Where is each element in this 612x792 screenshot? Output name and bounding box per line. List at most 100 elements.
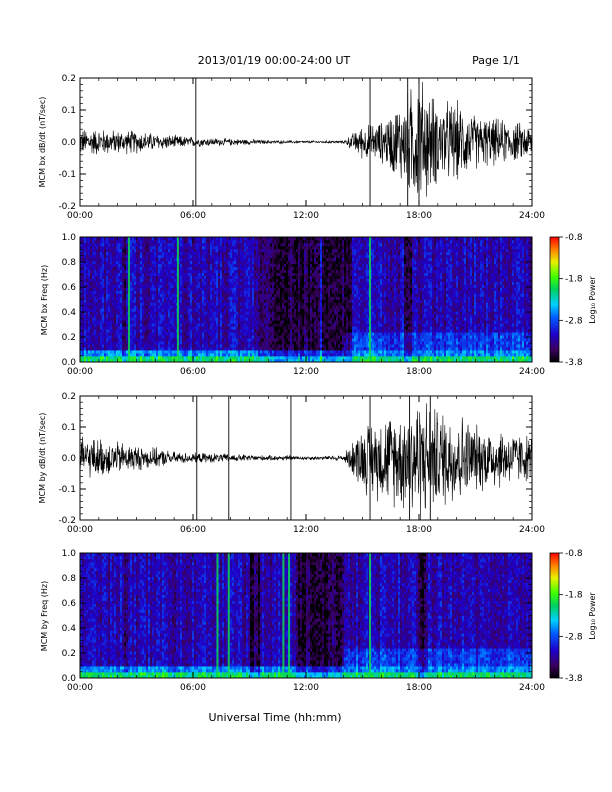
- heatmap-cell: [198, 287, 201, 291]
- heatmap-cell: [146, 251, 149, 256]
- heatmap-cell: [262, 254, 265, 259]
- heatmap-cell: [300, 335, 303, 339]
- heatmap-cell: [142, 237, 145, 241]
- heatmap-cell: [154, 281, 157, 285]
- heatmap-cell: [228, 237, 231, 241]
- heatmap-cell: [214, 311, 217, 315]
- heatmap-cell: [280, 266, 283, 271]
- heatmap-cell: [306, 242, 309, 247]
- heatmap-cell: [134, 320, 137, 324]
- heatmap-cell: [160, 323, 163, 327]
- heatmap-cell: [98, 254, 101, 259]
- heatmap-cell: [168, 269, 171, 274]
- heatmap-cell: [190, 326, 193, 330]
- heatmap-cell: [142, 353, 145, 357]
- heatmap-cell: [216, 353, 219, 357]
- heatmap-cell: [202, 335, 205, 339]
- heatmap-cell: [98, 356, 101, 360]
- heatmap-cell: [256, 299, 259, 303]
- heatmap-cell: [208, 347, 211, 351]
- heatmap-cell: [198, 257, 201, 262]
- heatmap-cell: [302, 356, 305, 360]
- heatmap-cell: [138, 311, 141, 315]
- heatmap-cell: [106, 275, 109, 279]
- heatmap-cell: [194, 296, 197, 300]
- heatmap-cell: [282, 314, 285, 318]
- heatmap-cell: [120, 332, 123, 336]
- heatmap-cell: [208, 254, 211, 259]
- heatmap-cell: [188, 335, 191, 339]
- heatmap-cell: [252, 266, 255, 271]
- heatmap-cell: [290, 239, 293, 244]
- heatmap-cell: [204, 308, 207, 312]
- heatmap-cell: [104, 269, 107, 274]
- heatmap-cell: [288, 245, 291, 250]
- heatmap-cell: [236, 350, 239, 354]
- heatmap-cell: [130, 359, 133, 363]
- heatmap-cell: [206, 237, 209, 241]
- heatmap-cell: [284, 329, 287, 333]
- heatmap-cell: [190, 245, 193, 250]
- heatmap-cell: [228, 281, 231, 285]
- heatmap-cell: [186, 257, 189, 262]
- heatmap-cell: [136, 272, 139, 276]
- heatmap-cell: [238, 359, 241, 363]
- heatmap-cell: [296, 344, 299, 348]
- heatmap-cell: [266, 353, 269, 357]
- heatmap-cell: [168, 251, 171, 256]
- heatmap-cell: [306, 245, 309, 250]
- heatmap-cell: [250, 257, 253, 262]
- heatmap-cell: [286, 329, 289, 333]
- heatmap-cell: [234, 296, 237, 300]
- heatmap-cell: [270, 311, 273, 315]
- heatmap-cell: [244, 263, 247, 268]
- heatmap-cell: [98, 284, 101, 288]
- heatmap-cell: [162, 338, 165, 342]
- heatmap-cell: [262, 359, 265, 363]
- heatmap-cell: [132, 305, 135, 309]
- heatmap-cell: [276, 239, 279, 244]
- heatmap-cell: [108, 353, 111, 357]
- heatmap-cell: [284, 237, 287, 241]
- heatmap-cell: [170, 317, 173, 321]
- heatmap-cell: [126, 296, 129, 300]
- heatmap-cell: [254, 317, 257, 321]
- heatmap-cell: [208, 266, 211, 271]
- heatmap-cell: [208, 338, 211, 342]
- heatmap-cell: [162, 344, 165, 348]
- heatmap-cell: [228, 302, 231, 306]
- heatmap-cell: [242, 269, 245, 274]
- heatmap-cell: [124, 290, 127, 294]
- heatmap-cell: [124, 338, 127, 342]
- heatmap-cell: [274, 266, 277, 271]
- heatmap-cell: [278, 254, 281, 259]
- heatmap-cell: [168, 326, 171, 330]
- heatmap-cell: [140, 326, 143, 330]
- heatmap-cell: [272, 293, 275, 297]
- heatmap-cell: [104, 290, 107, 294]
- heatmap-cell: [236, 278, 239, 282]
- heatmap-cell: [170, 320, 173, 324]
- heatmap-cell: [104, 237, 107, 241]
- heatmap-cell: [310, 281, 313, 285]
- heatmap-cell: [260, 263, 263, 268]
- heatmap-cell: [90, 248, 93, 253]
- heatmap-cell: [300, 284, 303, 288]
- heatmap-cell: [160, 308, 163, 312]
- heatmap-cell: [244, 344, 247, 348]
- heatmap-cell: [286, 239, 289, 244]
- heatmap-cell: [228, 269, 231, 274]
- heatmap-cell: [94, 260, 97, 265]
- heatmap-cell: [174, 242, 177, 247]
- heatmap-cell: [94, 299, 97, 303]
- heatmap-cell: [98, 290, 101, 294]
- heatmap-cell: [114, 314, 117, 318]
- heatmap-cell: [252, 308, 255, 312]
- heatmap-cell: [266, 281, 269, 285]
- heatmap-cell: [162, 269, 165, 274]
- heatmap-cell: [112, 254, 115, 259]
- heatmap-cell: [96, 257, 99, 262]
- heatmap-cell: [172, 272, 175, 276]
- heatmap-cell: [216, 254, 219, 259]
- heatmap-cell: [182, 320, 185, 324]
